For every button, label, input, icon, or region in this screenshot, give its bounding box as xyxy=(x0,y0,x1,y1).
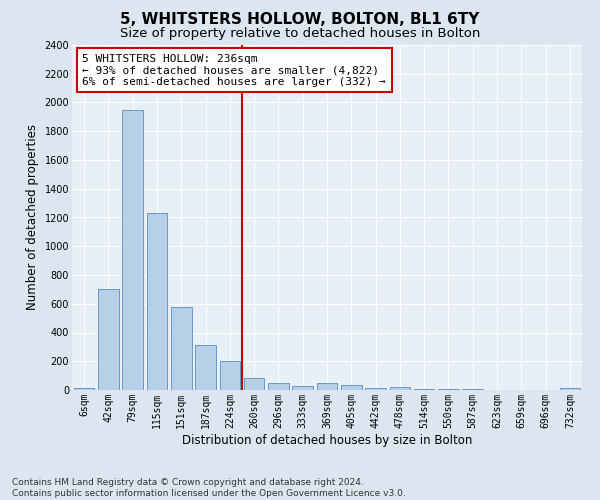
Text: Contains HM Land Registry data © Crown copyright and database right 2024.
Contai: Contains HM Land Registry data © Crown c… xyxy=(12,478,406,498)
Text: Size of property relative to detached houses in Bolton: Size of property relative to detached ho… xyxy=(120,28,480,40)
Y-axis label: Number of detached properties: Number of detached properties xyxy=(26,124,39,310)
Bar xyxy=(268,383,289,390)
Bar xyxy=(365,388,386,390)
Bar xyxy=(414,389,434,390)
Bar xyxy=(244,378,265,390)
Bar xyxy=(341,385,362,390)
Bar xyxy=(317,383,337,390)
Text: 5 WHITSTERS HOLLOW: 236sqm
← 93% of detached houses are smaller (4,822)
6% of se: 5 WHITSTERS HOLLOW: 236sqm ← 93% of deta… xyxy=(82,54,386,87)
X-axis label: Distribution of detached houses by size in Bolton: Distribution of detached houses by size … xyxy=(182,434,472,446)
Bar xyxy=(389,387,410,390)
Bar xyxy=(292,386,313,390)
Bar xyxy=(98,290,119,390)
Bar xyxy=(560,388,580,390)
Bar xyxy=(220,361,240,390)
Bar xyxy=(122,110,143,390)
Bar xyxy=(74,388,94,390)
Bar xyxy=(195,346,216,390)
Bar xyxy=(171,308,191,390)
Bar xyxy=(146,213,167,390)
Text: 5, WHITSTERS HOLLOW, BOLTON, BL1 6TY: 5, WHITSTERS HOLLOW, BOLTON, BL1 6TY xyxy=(121,12,479,28)
